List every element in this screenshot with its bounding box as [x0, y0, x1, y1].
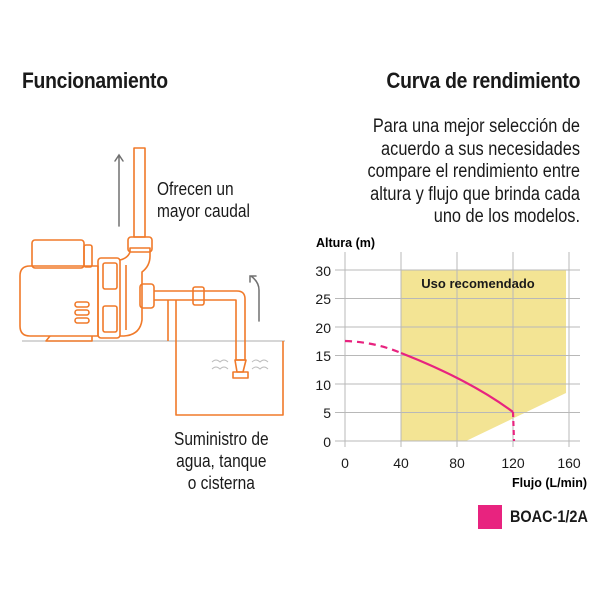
series-boac-1-2a — [344, 339, 516, 442]
label-mayor-caudal: Ofrecen un mayor caudal — [157, 178, 250, 222]
motor-body — [19, 265, 99, 337]
curve-dashed-start — [344, 339, 402, 355]
label-line: o cisterna — [187, 473, 255, 493]
water-waves-icon — [211, 359, 269, 370]
y-tick-labels: 30 25 20 15 10 5 0 — [315, 263, 331, 450]
svg-text:0: 0 — [341, 455, 349, 471]
y-axis-title: Altura (m) — [316, 236, 375, 250]
x-tick-labels: 0 40 80 120 160 — [341, 455, 581, 471]
volute — [119, 247, 151, 337]
label-line: agua, tanque — [176, 451, 267, 471]
curve-solid — [400, 351, 514, 413]
label-line: Ofrecen un — [157, 179, 234, 199]
description-line: acuerdo a sus necesidades — [381, 138, 580, 160]
svg-text:20: 20 — [315, 320, 331, 336]
svg-text:10: 10 — [315, 377, 331, 393]
pump-housing — [97, 257, 121, 339]
curva-rendimiento-title: Curva de rendimiento — [386, 68, 580, 93]
chart-description: Para una mejor selección de acuerdo a su… — [322, 116, 580, 229]
recommended-zone-label: Uso recomendado — [421, 276, 534, 291]
x-axis-title: Flujo (L/min) — [512, 476, 587, 490]
svg-text:80: 80 — [449, 455, 465, 471]
svg-text:5: 5 — [323, 405, 331, 421]
pipe-union — [192, 286, 205, 306]
svg-text:160: 160 — [557, 455, 581, 471]
svg-text:15: 15 — [315, 348, 331, 364]
svg-text:25: 25 — [315, 291, 331, 307]
description-line: compare el rendimiento entre — [367, 161, 580, 182]
funcionamiento-title: Funcionamiento — [22, 68, 168, 93]
outlet-pipe — [133, 147, 146, 238]
arrow-up-icon — [114, 153, 124, 227]
svg-text:30: 30 — [315, 263, 331, 279]
legend-swatch — [478, 505, 502, 529]
curve-dashed-end — [511, 411, 516, 442]
water-tank — [175, 341, 284, 416]
legend-label: BOAC-1/2A — [510, 507, 588, 526]
svg-text:120: 120 — [501, 455, 525, 471]
description-line: Para una mejor selección de — [372, 116, 580, 137]
label-line: Suministro de — [174, 429, 269, 449]
label-line: mayor caudal — [157, 201, 250, 221]
svg-text:40: 40 — [393, 455, 409, 471]
label-suministro: Suministro de agua, tanque o cisterna — [174, 428, 269, 494]
arrow-curved-icon — [249, 275, 260, 322]
svg-text:0: 0 — [323, 434, 331, 450]
description-line: altura y flujo que brinda cada — [370, 183, 580, 205]
chart-legend: BOAC-1/2A — [478, 505, 600, 529]
description-line: uno de los modelos. — [433, 206, 580, 227]
